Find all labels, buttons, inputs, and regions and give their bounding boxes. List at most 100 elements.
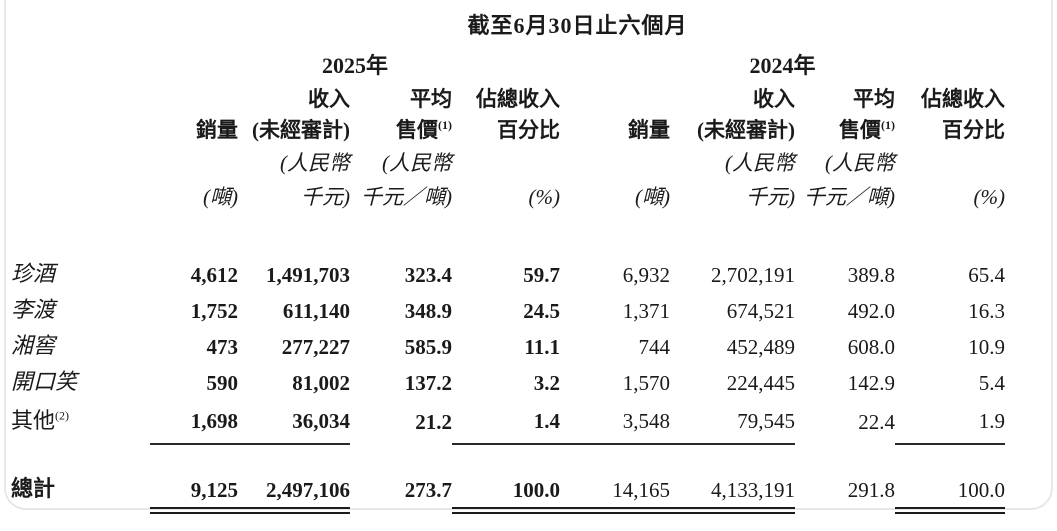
- cell-revenue-2025: 277,227: [281, 335, 350, 359]
- cell-revenue-2025: 611,140: [282, 299, 350, 323]
- unit-pct-2025: (%): [452, 146, 560, 218]
- year-header-2025: 2025年: [321, 53, 388, 78]
- cell-pct-2025: 24.5: [523, 299, 560, 323]
- price-header-line1: 平均: [410, 87, 452, 111]
- table-row-kaikouxiao: 開口笑 590 81,002 137.2 3.2 1,570 224,445 1…: [11, 364, 1005, 400]
- cell-sales-2024: 1,371: [622, 299, 670, 323]
- cell-sales-2024: 1,570: [622, 371, 670, 395]
- total-price-2025: 273.7: [404, 478, 452, 502]
- year-row: 2025年 2024年: [11, 48, 1005, 84]
- total-price-2024: 291.8: [847, 478, 895, 502]
- cell-pct-2025: 11.1: [524, 335, 560, 359]
- revenue-unit-line2: 千元): [301, 185, 350, 209]
- cell-revenue-2024: 452,489: [726, 335, 795, 359]
- unit-revenue-2025: (人民幣千元): [238, 146, 350, 218]
- total-value: 100.0: [452, 478, 560, 514]
- cell-sales-2025: 473: [206, 335, 239, 359]
- table-row-zhenjiu: 珍酒 4,612 1,491,703 323.4 59.7 6,932 2,70…: [11, 256, 1005, 292]
- cell-revenue-2024: 674,521: [726, 299, 795, 323]
- cell-sales-2025: 4,612: [190, 263, 238, 287]
- cell-sales-2025: 1,698: [150, 400, 238, 445]
- column-header-row: 銷量 收入 (未經審計) 平均 售價(1) 佔總收入 百分比 銷量 收入 (未經審計) …: [11, 84, 1005, 146]
- price-header-label: 售價: [396, 118, 438, 142]
- total-value: 14,165: [560, 478, 670, 514]
- total-sales-2024: 14,165: [560, 471, 670, 515]
- total-pct-2025: 100.0: [452, 471, 560, 515]
- spacer-row: [11, 218, 1005, 256]
- pct-header-line1: 佔總收入: [921, 87, 1006, 111]
- total-value: 100.0: [895, 478, 1006, 514]
- cell-price-2024: 492.0: [847, 299, 895, 323]
- sales-header-label: 銷量: [628, 118, 670, 142]
- cell-price-2025: 323.4: [404, 263, 452, 287]
- footnote-1-marker: (1): [881, 118, 895, 132]
- total-pct-2024: 100.0: [895, 471, 1006, 515]
- price-unit-line1: (人民幣: [382, 151, 452, 175]
- footnote-1-marker: (1): [438, 118, 452, 132]
- revenue-header-line2: (未經審計): [697, 118, 795, 142]
- col-header-sales-2024: 銷量: [560, 84, 670, 146]
- header-spacer: [11, 84, 150, 146]
- col-header-price-2024: 平均 售價(1): [795, 84, 895, 146]
- year-spacer: [11, 48, 150, 84]
- financial-table: 截至6月30日止六個月 2025年 2024年 銷量 收入 (未經審計) 平均 售價…: [11, 8, 1006, 515]
- total-revenue-2025: 2,497,106: [238, 471, 350, 515]
- cell-pct-2025: 3.2: [533, 371, 560, 395]
- col-header-revenue-2025: 收入 (未經審計): [238, 84, 350, 146]
- pct-unit: (%): [973, 185, 1006, 209]
- pct-unit: (%): [528, 185, 560, 209]
- year-header-2024: 2024年: [749, 53, 816, 78]
- units-spacer: [11, 146, 150, 218]
- cell-revenue-2024: 224,445: [726, 371, 795, 395]
- total-value: 2,497,106: [238, 478, 350, 514]
- pct-header-line2: 百分比: [942, 118, 1006, 142]
- cell-sales-2025: 1,752: [190, 299, 238, 323]
- cell-price-2024: 608.0: [847, 335, 895, 359]
- revenue-header-line1: 收入: [308, 87, 350, 111]
- price-header-line2: 售價(1): [350, 115, 452, 146]
- sales-header-label: 銷量: [196, 118, 238, 142]
- cell-revenue-2024: 79,545: [670, 400, 795, 445]
- price-header-line2: 售價(1): [795, 115, 895, 146]
- cell-pct-2024: 5.4: [978, 371, 1006, 395]
- revenue-unit-line2: 千元): [746, 185, 795, 209]
- cell-sales-2024: 3,548: [560, 400, 670, 445]
- cell-sales-2025: 590: [206, 371, 239, 395]
- total-value: 9,125: [150, 478, 238, 514]
- table-title: 截至6月30日止六個月: [467, 13, 688, 38]
- price-header-label: 售價: [839, 118, 881, 142]
- col-header-pct-2024: 佔總收入百分比: [895, 84, 1005, 146]
- report-content: 截至6月30日止六個月 2025年 2024年 銷量 收入 (未經審計) 平均 售價…: [11, 8, 1006, 515]
- cell-price-2024: 142.9: [847, 371, 895, 395]
- cell-revenue-2024: 2,702,191: [711, 263, 795, 287]
- row-label: 開口笑: [11, 369, 78, 394]
- price-unit-line2: 千元／噸): [804, 185, 895, 209]
- footnote-2-marker: (2): [55, 408, 70, 423]
- revenue-unit-line1: (人民幣: [280, 151, 350, 175]
- cell-pct-2025: 1.4: [452, 400, 560, 445]
- col-header-price-2025: 平均售價(1): [350, 84, 452, 146]
- cell-pct-2024: 10.9: [968, 335, 1006, 359]
- price-unit-line1: (人民幣: [825, 151, 895, 175]
- row-label: 李渡: [11, 297, 56, 322]
- cell-price-2025: 348.9: [404, 299, 452, 323]
- title-spacer: [11, 8, 150, 48]
- cell-pct-2024: 16.3: [968, 299, 1006, 323]
- cell-price-2025: 585.9: [404, 335, 452, 359]
- unit-sales-2024: (噸): [560, 146, 670, 218]
- col-header-sales-2025: 銷量: [150, 84, 238, 146]
- sales-unit: (噸): [203, 185, 238, 209]
- table-row-others: 其他(2) 1,698 36,034 21.2 1.4 3,548 79,545…: [11, 400, 1006, 445]
- row-label: 其他(2): [11, 400, 150, 444]
- total-sales-2025: 9,125: [150, 471, 238, 515]
- table-row-total: 總計 9,125 2,497,106 273.7 100.0 14,165 4,…: [11, 471, 1006, 515]
- pct-header-line1: 佔總收入: [476, 87, 560, 111]
- title-row: 截至6月30日止六個月: [11, 8, 1005, 48]
- cell-pct-2024: 65.4: [968, 263, 1006, 287]
- col-header-pct-2025: 佔總收入 百分比: [452, 84, 560, 146]
- units-row: (噸) (人民幣 千元) (人民幣 千元／噸) (%) (噸) (人民幣 千元) (人…: [11, 146, 1005, 218]
- cell-revenue-2025: 1,491,703: [266, 263, 350, 287]
- unit-price-2025: (人民幣 千元／噸): [350, 146, 452, 218]
- table-row-lidu: 李渡 1,752 611,140 348.9 24.5 1,371 674,52…: [11, 292, 1005, 328]
- cell-pct-2024: 1.9: [895, 400, 1006, 445]
